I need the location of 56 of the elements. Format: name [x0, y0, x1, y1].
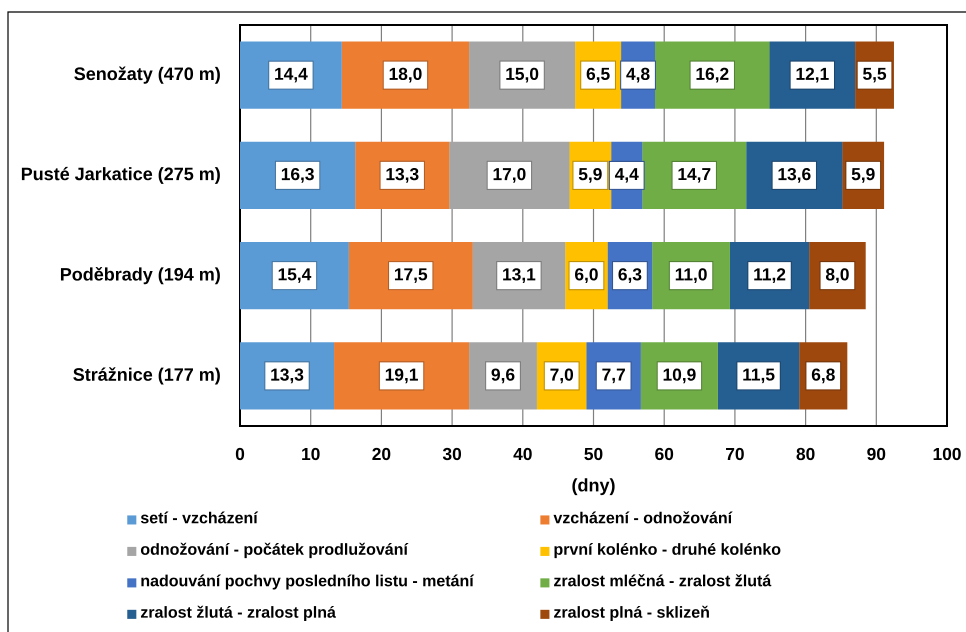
data-label: 6,8	[812, 368, 835, 384]
y-tick-label: Senožaty (470 m)	[74, 66, 220, 84]
data-label: 13,3	[271, 368, 304, 384]
data-label: 7,0	[550, 368, 574, 384]
data-label: 13,1	[503, 268, 536, 284]
x-tick-label: 90	[867, 448, 886, 460]
data-label: 15,4	[278, 268, 312, 283]
x-tick-label: 10	[302, 448, 320, 460]
data-label: 19,1	[386, 368, 418, 384]
legend-label: zralost žlutá - zralost plná	[140, 606, 336, 622]
y-tick-label: Strážnice (177 m)	[73, 367, 220, 384]
data-label: 16,2	[696, 68, 728, 83]
data-label: 13,6	[778, 168, 811, 183]
data-label: 12,1	[796, 68, 829, 83]
x-tick-label: 40	[513, 448, 532, 460]
data-label: 8,0	[826, 268, 849, 284]
data-label: 5,5	[863, 68, 886, 82]
data-label: 7,7	[602, 368, 625, 384]
data-label: 18,0	[390, 68, 422, 83]
data-label: 11,0	[676, 268, 707, 284]
x-tick-label: 30	[442, 448, 462, 460]
data-label: 13,3	[386, 168, 418, 183]
legend-label: vzcházení - odnožování	[553, 511, 733, 524]
x-tick-label: 60	[655, 448, 674, 460]
data-label: 17,5	[394, 268, 428, 283]
data-label: 11,5	[743, 368, 775, 384]
data-label: 17,0	[494, 168, 526, 183]
data-label: 5,9	[578, 168, 602, 183]
x-tick-label: 20	[372, 448, 390, 460]
data-label: 6,3	[618, 268, 642, 284]
legend-label: první kolénko - druhé kolénko	[554, 543, 780, 558]
data-label: 10,9	[664, 368, 696, 384]
legend-label: zralost plná - sklizeň	[554, 606, 709, 622]
data-label: 14,4	[275, 68, 308, 82]
x-tick-label: 0	[236, 448, 244, 460]
data-label: 14,7	[678, 168, 710, 183]
x-axis-title: (dny)	[572, 478, 615, 496]
y-tick-label: Poděbrady (194 m)	[60, 267, 220, 284]
x-tick-label: 70	[726, 448, 744, 460]
data-label: 6,0	[575, 268, 598, 284]
data-label: 16,3	[282, 168, 314, 183]
x-tick-label: 80	[796, 448, 815, 460]
x-tick-label: 50	[584, 448, 602, 460]
data-label: 4,4	[614, 168, 639, 183]
data-label: 5,9	[852, 168, 875, 183]
legend-label: odnožování - počátek prodlužování	[140, 542, 408, 558]
legend-label: nadouvání pochvy posledního listu - metání	[141, 574, 474, 590]
data-label: 11,2	[754, 268, 786, 284]
y-tick-label: Pusté Jarkatice (275 m)	[22, 166, 220, 184]
data-label: 9,6	[492, 368, 514, 384]
x-tick-label: 100	[934, 448, 961, 460]
data-label: 4,8	[626, 68, 650, 83]
data-label: 6,5	[586, 68, 610, 83]
legend-label: setí - vzcházení	[140, 512, 258, 524]
legend-label: zralost mléčná - zralost žlutá	[554, 574, 772, 586]
data-label: 15,0	[506, 68, 538, 83]
